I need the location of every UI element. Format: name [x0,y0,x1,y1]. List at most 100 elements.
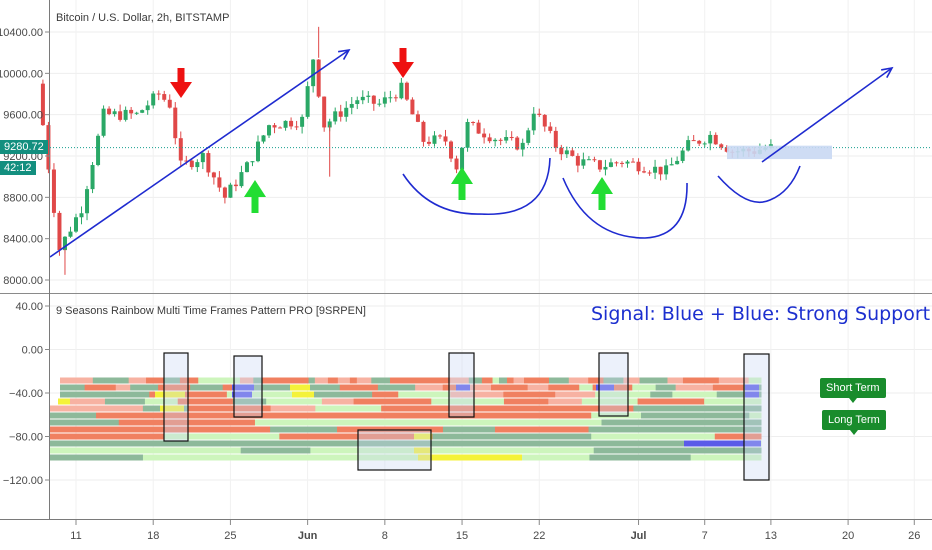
heatmap-cell [655,384,677,391]
candle-body [664,165,669,175]
trend-arrow [49,49,350,258]
candle-body [697,140,702,144]
candle-body [278,127,283,129]
candle-body [702,143,707,145]
candle-body [333,111,338,122]
heatmap-accent [684,440,761,447]
heatmap-cell [442,426,496,433]
heatmap-cell [266,391,294,398]
candle-body [129,109,134,114]
heatmap-cell [50,454,144,461]
candle-body [118,111,123,120]
candle-body [305,86,310,117]
heatmap-cell [50,433,165,440]
y-tick-label: −40.00 [9,388,43,400]
candle-body [542,114,547,127]
sell-signal-arrow [392,48,414,78]
heatmap-cell [104,398,146,405]
heatmap-cell [684,405,762,412]
heatmap-cell [504,384,529,391]
heatmap-accent [292,391,314,398]
heatmap-cell [557,440,749,447]
heatmap-accent [232,391,252,398]
heatmap-cell [314,377,329,384]
heatmap-cell [595,391,651,398]
heatmap-cell [270,405,316,412]
heatmap-cell [749,412,762,419]
candle-body [680,150,685,161]
heatmap-cell [381,405,478,412]
heatmap-cell [327,377,339,384]
candle-body [90,165,95,190]
candle-body [68,231,73,237]
buy-signal-arrow [451,167,473,200]
candle-body [515,137,520,150]
heatmap-cell [527,384,549,391]
candle-body [686,140,691,151]
x-tick-label: 13 [765,530,777,542]
heatmap-cell [438,377,451,384]
heatmap-cell [494,426,590,433]
heatmap-cell [588,426,734,433]
heatmap-cell [50,447,242,454]
candle-body [410,99,415,115]
heatmap-cell [601,419,645,426]
candle-body [465,122,470,148]
candle-body [526,130,531,143]
heatmap-cell [714,433,762,440]
heatmap-cell [637,398,705,405]
candle-body [553,130,558,148]
candle-body [189,160,194,168]
arrow-head [451,167,473,184]
heatmap-cell [128,377,147,384]
candle-body [625,161,630,164]
heatmap-cell [266,398,323,405]
candle-body [454,158,459,170]
signal-text: Signal: Blue + Blue: Strong Support [591,303,930,325]
y-tick-label: −80.00 [9,432,43,444]
arrow-shaft [399,48,407,68]
heatmap-cell [339,384,379,391]
support-zone [727,145,832,160]
candle-body [123,109,128,120]
heatmap-cell [477,405,577,412]
candle-body [79,213,84,218]
candle-body [228,184,233,198]
heatmap-cell [262,377,276,384]
signal-box [743,353,770,481]
candle-body [211,172,216,178]
heatmap-cell [225,377,241,384]
y-tick-label: 10400.00 [0,27,43,39]
candle-body [322,96,327,128]
heatmap-cell [50,419,120,426]
arrow-head [392,62,414,78]
candle-body [575,155,580,166]
chart-title: Bitcoin / U.S. Dollar, 2h, BITSTAMP [56,12,229,24]
heatmap-cell [267,384,292,391]
heatmap-cell [650,391,673,398]
candle-body [603,166,608,170]
x-tick-label: 18 [147,530,159,542]
heatmap-accent [418,454,522,461]
heatmap-cell [415,384,444,391]
last-price-tag: 9280.72 [0,140,48,154]
heatmap-cell [503,398,549,405]
candle-body [294,126,299,128]
heatmap-cell [337,377,351,384]
candle-body [426,141,431,144]
candle-body [592,159,597,161]
heatmap-cell [672,391,718,398]
buy-signal-arrow [591,177,613,210]
heatmap-cell [568,377,589,384]
heatmap-cell [50,440,173,447]
heatmap-cell [641,412,750,419]
heatmap-cell [538,377,550,384]
candle-body [101,108,106,136]
candle-body [222,187,227,198]
candle-body [250,161,255,163]
candle-body [493,139,498,142]
heatmap-cell [398,391,451,398]
candle-body [57,212,62,251]
candle-body [421,121,426,142]
x-tick-label: 8 [382,530,388,542]
